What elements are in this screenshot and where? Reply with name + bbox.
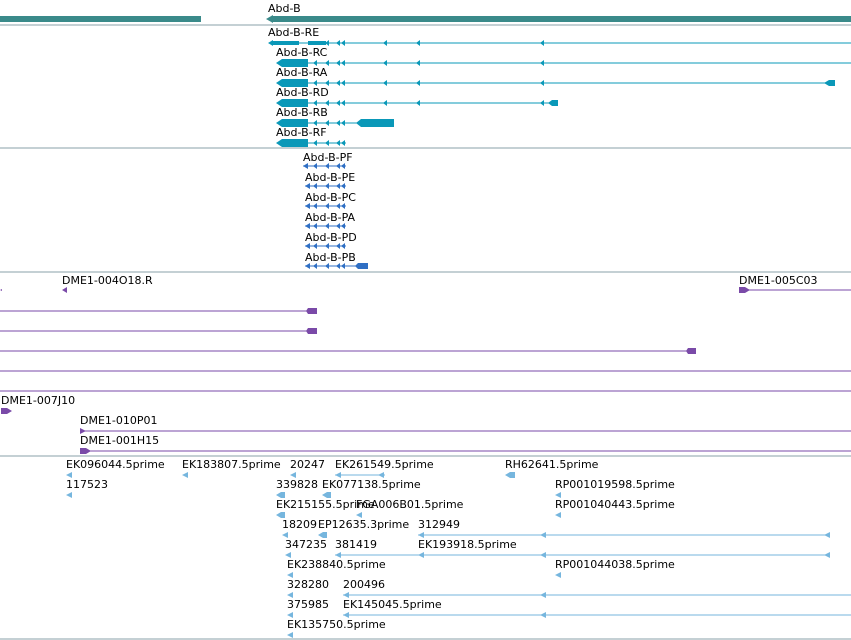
est-label[interactable]: FGA006B01.5prime [356, 498, 464, 511]
est-label[interactable]: 312949 [418, 518, 460, 531]
transcript-row[interactable]: Abd-B-RC [276, 46, 851, 67]
clone-label[interactable]: DME1-001H15 [80, 434, 159, 447]
est-label[interactable]: 200496 [343, 578, 385, 591]
transcript-label: Abd-B-RB [276, 106, 328, 119]
protein-label: Abd-B-PE [305, 171, 355, 184]
clone-marker[interactable] [0, 289, 2, 291]
protein-row[interactable]: Abd-B-PC [305, 191, 356, 209]
transcript-row[interactable]: Abd-B-RA [276, 66, 835, 87]
est-label[interactable]: 375985 [287, 598, 329, 611]
est-label[interactable]: 117523 [66, 478, 108, 491]
gene-label[interactable]: Abd-B [268, 2, 301, 15]
est-label[interactable]: 339828 [276, 478, 318, 491]
transcript-row[interactable]: Abd-B-RF [276, 126, 346, 147]
exon-start-icon [268, 40, 273, 46]
transcript-label: Abd-B-RA [276, 66, 328, 79]
est-label[interactable]: RP001040443.5prime [555, 498, 675, 511]
protein-row[interactable]: Abd-B-PE [305, 171, 355, 189]
est-label[interactable]: EK145045.5prime [343, 598, 442, 611]
gene-bar-abd-b[interactable] [272, 16, 851, 22]
transcript-row[interactable]: Abd-B-RD [276, 86, 558, 107]
est-label[interactable]: EK193918.5prime [418, 538, 517, 551]
clone-label[interactable]: DME1-004O18.R [62, 274, 153, 287]
protein-label: Abd-B-PA [305, 211, 356, 224]
est-marker[interactable] [505, 472, 515, 478]
est-label[interactable]: 18209 [282, 518, 317, 531]
est-label[interactable]: RP001019598.5prime [555, 478, 675, 491]
est-label[interactable]: EK077138.5prime [322, 478, 421, 491]
transcript-track: Abd-B-RE Abd-B-RC Abd-B-RA Abd-B-RD [0, 26, 851, 149]
protein-track: Abd-B-PF Abd-B-PE Abd-B-PC Abd-B-PA Abd-… [0, 151, 851, 273]
protein-row[interactable]: Abd-B-PF [303, 151, 353, 169]
est-label[interactable]: EK096044.5prime [66, 458, 165, 471]
protein-label: Abd-B-PC [305, 191, 356, 204]
est-label[interactable]: EP12635.3prime [318, 518, 409, 531]
est-label[interactable]: 20247 [290, 458, 325, 471]
est-track: EK096044.5prime EK183807.5prime 20247 EK… [0, 458, 851, 640]
clone-label[interactable]: DME1-007J10 [1, 394, 75, 407]
est-label[interactable]: 347235 [285, 538, 327, 551]
est-label[interactable]: RH62641.5prime [505, 458, 599, 471]
protein-label: Abd-B-PF [303, 151, 353, 164]
est-label[interactable]: EK238840.5prime [287, 558, 386, 571]
gene-bar-left[interactable] [0, 16, 201, 22]
transcript-row[interactable]: Abd-B-RB [276, 106, 394, 127]
est-label[interactable]: EK135750.5prime [287, 618, 386, 631]
protein-row[interactable]: Abd-B-PB [305, 251, 368, 269]
clone-track: DME1-004O18.R DME1-005C03 DME1-007J10 DM… [0, 274, 851, 457]
transcript-label: Abd-B-RC [276, 46, 328, 59]
est-label[interactable]: 381419 [335, 538, 377, 551]
est-marker[interactable] [282, 532, 327, 538]
est-label[interactable]: EK183807.5prime [182, 458, 281, 471]
est-label[interactable]: 328280 [287, 578, 329, 591]
gene-arrow-icon [266, 15, 273, 23]
est-marker[interactable] [285, 552, 341, 558]
transcript-label: Abd-B-RE [268, 26, 319, 39]
transcript-label: Abd-B-RF [276, 126, 327, 139]
est-label[interactable]: RP001044038.5prime [555, 558, 675, 571]
clone-row[interactable] [0, 308, 317, 314]
clone-label[interactable]: DME1-005C03 [739, 274, 818, 287]
protein-row[interactable]: Abd-B-PA [305, 211, 356, 229]
protein-label: Abd-B-PD [305, 231, 357, 244]
protein-row[interactable]: Abd-B-PD [305, 231, 357, 249]
transcript-label: Abd-B-RD [276, 86, 329, 99]
clone-marker[interactable] [62, 287, 67, 293]
est-label[interactable]: EK215155.5prime [276, 498, 375, 511]
est-label[interactable]: EK261549.5prime [335, 458, 434, 471]
clone-marker[interactable] [1, 408, 12, 414]
clone-label[interactable]: DME1-010P01 [80, 414, 158, 427]
est-marker[interactable] [287, 632, 293, 638]
transcript-row[interactable]: Abd-B-RE [268, 26, 851, 46]
clone-row[interactable] [0, 328, 317, 334]
clone-row[interactable] [0, 348, 696, 354]
gene-track: Abd-B [0, 2, 851, 26]
est-marker[interactable] [335, 472, 384, 478]
protein-label: Abd-B-PB [305, 251, 356, 264]
